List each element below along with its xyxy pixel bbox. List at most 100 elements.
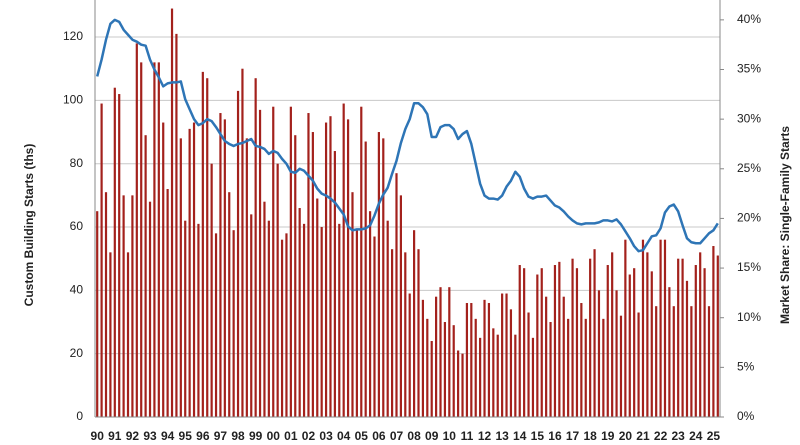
bar [624, 239, 627, 417]
bar [567, 318, 570, 417]
x-tick-label: 01 [284, 429, 298, 443]
bar [351, 192, 354, 417]
bar [267, 220, 270, 417]
x-tick-label: 98 [231, 429, 245, 443]
x-tick-label: 10 [443, 429, 457, 443]
bar [703, 268, 706, 417]
bar [690, 306, 693, 417]
y2-tick-label: 30% [737, 111, 761, 125]
bar [505, 293, 508, 417]
bar [694, 265, 697, 417]
bar [523, 268, 526, 417]
bar [646, 252, 649, 417]
x-tick-label: 93 [143, 429, 157, 443]
x-tick-label: 17 [566, 429, 580, 443]
bar [553, 265, 557, 417]
bar [342, 103, 345, 417]
bar [619, 315, 623, 417]
bar [430, 341, 433, 417]
y2-axis-label: Market Share: Single-Family Starts [778, 126, 792, 324]
bar [408, 293, 411, 417]
bar [426, 318, 429, 417]
y2-tick-label: 35% [737, 62, 761, 76]
bar [368, 211, 372, 417]
bar [672, 306, 675, 417]
x-tick-label: 22 [654, 429, 668, 443]
x-tick-label: 05 [355, 429, 369, 443]
x-tick-label: 97 [214, 429, 228, 443]
x-tick-label: 15 [531, 429, 545, 443]
bar [417, 249, 420, 417]
bar [707, 306, 711, 417]
bar [602, 318, 605, 417]
x-tick-label: 11 [461, 429, 474, 443]
bar [531, 337, 535, 417]
bar [558, 261, 561, 417]
bar [668, 287, 671, 417]
bar [633, 268, 636, 417]
bar [575, 268, 579, 417]
bar [360, 106, 363, 418]
bar [501, 293, 504, 417]
bar [404, 252, 407, 417]
bar [373, 236, 376, 417]
bar [685, 280, 689, 417]
bar [254, 78, 257, 418]
bar [153, 62, 156, 417]
bar [615, 290, 618, 417]
x-tick-label: 09 [425, 429, 439, 443]
bar [492, 328, 495, 417]
bar [135, 43, 138, 417]
y2-tick-label: 10% [737, 310, 761, 324]
bar [162, 122, 165, 417]
bar [452, 325, 455, 417]
bar [228, 192, 231, 417]
bar [593, 249, 596, 417]
bar [580, 303, 583, 417]
bar [333, 151, 336, 417]
x-tick-label: 25 [707, 429, 721, 443]
x-tick-label: 03 [319, 429, 333, 443]
x-tick-label: 92 [126, 429, 140, 443]
bar [206, 78, 209, 418]
bar [113, 87, 116, 418]
bar [663, 239, 667, 417]
bar [192, 122, 196, 417]
x-tick-label: 96 [196, 429, 210, 443]
bar [346, 119, 350, 417]
bar [650, 271, 653, 417]
bar [188, 128, 191, 418]
bar [681, 258, 684, 417]
bar [289, 106, 292, 418]
bar [241, 68, 244, 417]
bar [483, 299, 486, 417]
bar [399, 195, 402, 417]
bar [197, 223, 200, 417]
bar [100, 103, 103, 417]
bar [461, 353, 464, 417]
bar [258, 109, 262, 417]
x-tick-label: 91 [108, 429, 122, 443]
line [95, 18, 719, 253]
y-tick-label: 80 [70, 156, 84, 170]
bar [457, 350, 460, 417]
bar [496, 334, 499, 417]
bar [518, 265, 521, 417]
y2-tick-label: 40% [737, 12, 761, 26]
bar [549, 322, 552, 417]
bar [487, 303, 491, 417]
bar [298, 208, 301, 417]
bar [641, 239, 645, 417]
bar [148, 201, 152, 417]
x-tick-label: 14 [513, 429, 527, 443]
x-tick-label: 90 [91, 429, 105, 443]
x-tick-label: 95 [179, 429, 193, 443]
y2-tick-label: 0% [737, 409, 755, 423]
bar [236, 90, 240, 417]
bar [302, 223, 306, 417]
bar [584, 318, 587, 417]
bar [272, 106, 275, 418]
bar [589, 258, 592, 417]
bar [263, 201, 266, 417]
x-tick-label: 04 [337, 429, 351, 443]
